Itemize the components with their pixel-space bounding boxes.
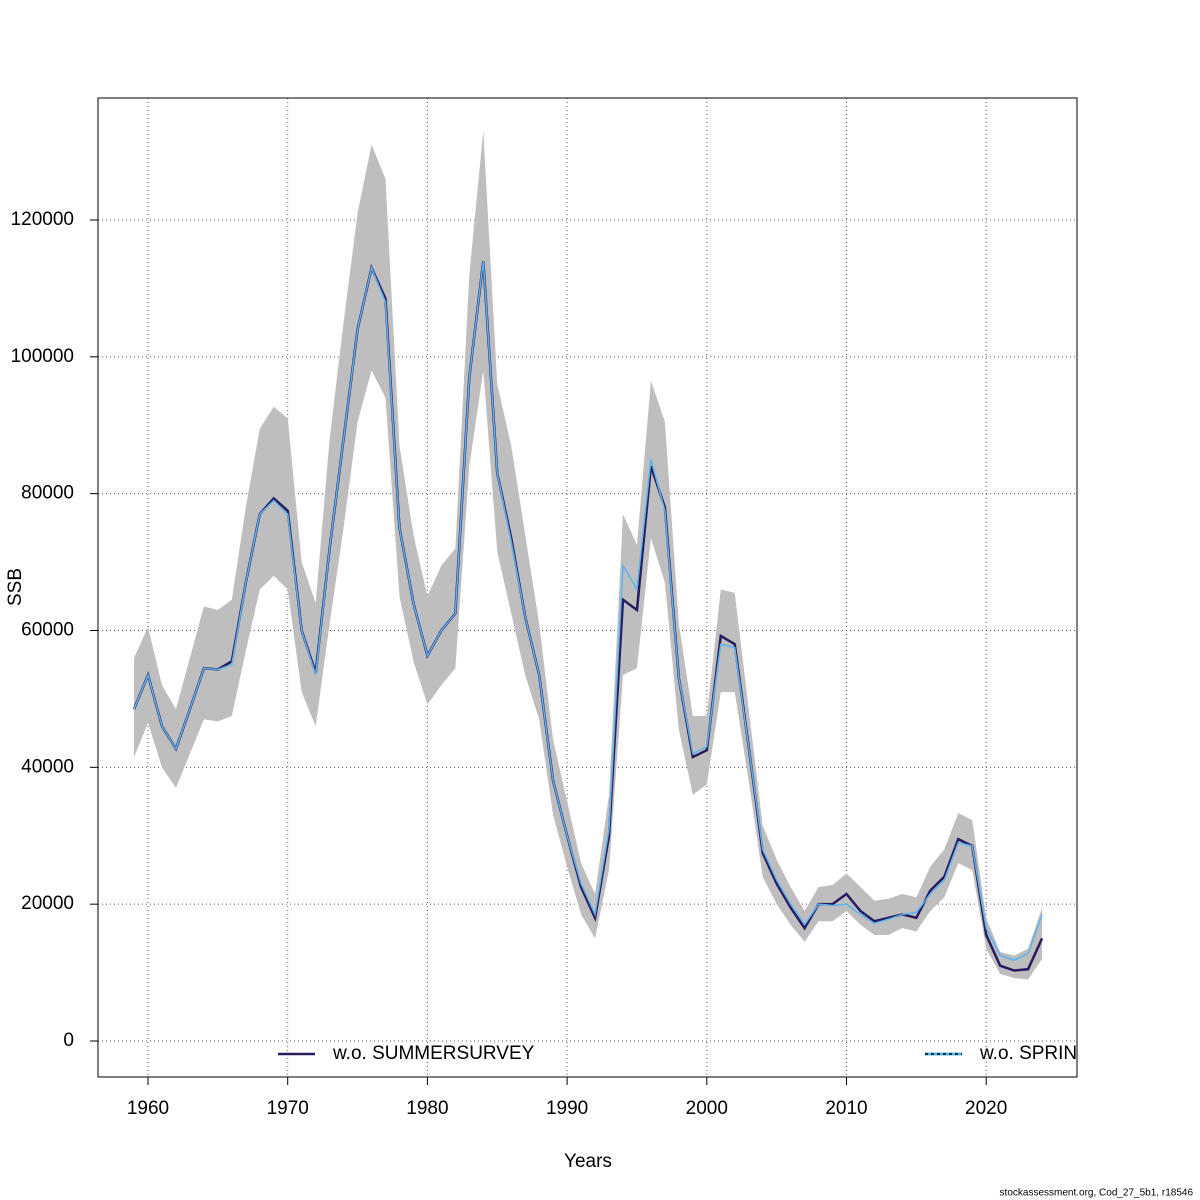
legend-label: w.o. SUMMERSURVEY	[332, 1043, 535, 1064]
legend-label: w.o. SPRIN	[979, 1043, 1077, 1064]
plot-frame	[97, 97, 1078, 1078]
x-tick-label: 2020	[965, 1098, 1007, 1119]
y-tick-label: 60000	[21, 620, 74, 641]
x-tick-label: 2000	[686, 1098, 728, 1119]
x-tick-label: 2010	[825, 1098, 867, 1119]
series-line	[133, 260, 1043, 962]
confidence-band	[134, 131, 1043, 980]
x-axis-label: Years	[564, 1151, 612, 1172]
y-tick-label: 0	[63, 1030, 74, 1051]
x-tick-label: 1970	[267, 1098, 309, 1119]
x-tick-label: 1990	[546, 1098, 588, 1119]
series-line	[132, 260, 1044, 972]
y-tick-label: 40000	[21, 756, 74, 777]
x-tick-label: 1980	[406, 1098, 448, 1119]
x-tick-label: 1960	[127, 1098, 169, 1119]
y-tick-label: 80000	[21, 483, 74, 504]
y-tick-label: 100000	[11, 346, 74, 367]
plot-area: w.o. SUMMERSURVEY w.o. SPRIN	[98, 98, 1077, 1077]
footnote: stockassessment.org, Cod_27_5b1, r18546	[1000, 1188, 1194, 1199]
y-axis-label: SSB	[5, 568, 26, 606]
y-tick-label: 120000	[11, 209, 74, 230]
y-tick-label: 20000	[21, 893, 74, 914]
